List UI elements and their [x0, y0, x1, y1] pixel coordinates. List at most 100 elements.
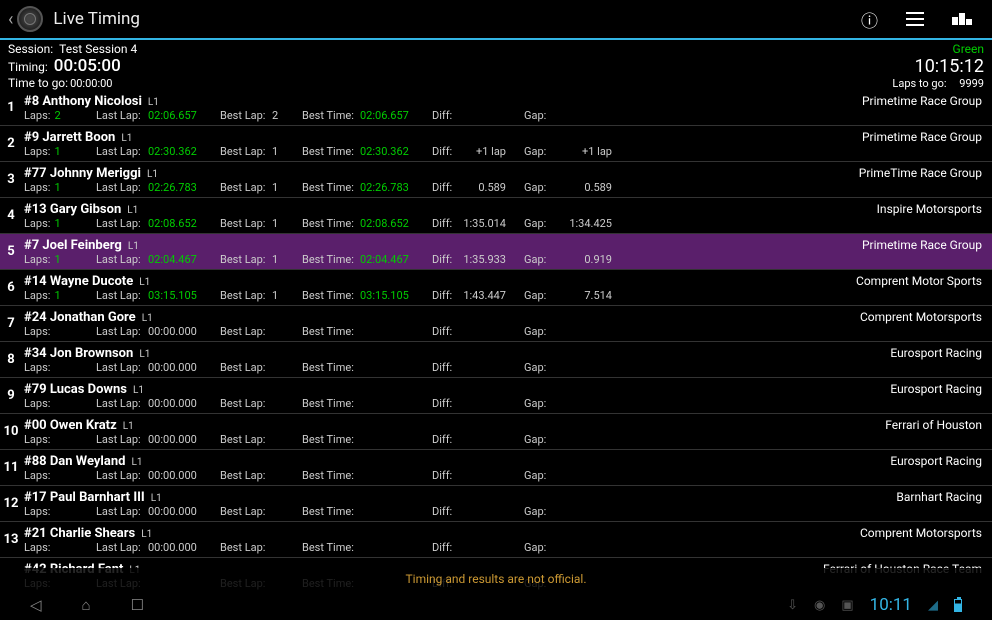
- driver-content: #21 Charlie Shears L1 Comprent Motorspor…: [22, 522, 992, 557]
- driver-row[interactable]: 9 #79 Lucas Downs L1 Eurosport Racing La…: [0, 378, 992, 414]
- bestlap-label: Best Lap:: [220, 505, 272, 518]
- nav-back-icon[interactable]: ◁: [30, 596, 42, 614]
- action-icons: ⓘ: [861, 7, 984, 32]
- bestlap-label: Best Lap:: [220, 289, 272, 302]
- diff-label: Diff:: [432, 325, 462, 338]
- driver-row[interactable]: 4 #13 Gary Gibson L1 Inspire Motorsports…: [0, 198, 992, 234]
- driver-position: 12: [0, 486, 22, 521]
- besttime-label: Best Time:: [302, 541, 360, 554]
- driver-row[interactable]: 11 #88 Dan Weyland L1 Eurosport Racing L…: [0, 450, 992, 486]
- lastlap-label: Last Lap:: [96, 181, 148, 194]
- driver-name: #7 Joel Feinberg: [24, 238, 122, 253]
- driver-row[interactable]: 10 #00 Owen Kratz L1 Ferrari of Houston …: [0, 414, 992, 450]
- back-chevron-icon[interactable]: ‹: [8, 9, 13, 30]
- driver-team: Inspire Motorsports: [877, 202, 992, 216]
- driver-name: #17 Paul Barnhart III: [24, 490, 145, 505]
- driver-position: 3: [0, 162, 22, 197]
- driver-position: 9: [0, 378, 22, 413]
- driver-team: Ferrari of Houston: [885, 418, 992, 432]
- driver-row[interactable]: 1 #8 Anthony Nicolosi L1 Primetime Race …: [0, 90, 992, 126]
- driver-row[interactable]: 5 #7 Joel Feinberg L1 Primetime Race Gro…: [0, 234, 992, 270]
- driver-content: #8 Anthony Nicolosi L1 Primetime Race Gr…: [22, 90, 992, 125]
- driver-content: #79 Lucas Downs L1 Eurosport Racing Laps…: [22, 378, 992, 413]
- nav-home-icon[interactable]: ⌂: [82, 596, 91, 614]
- driver-lap-indicator: L1: [128, 241, 139, 252]
- driver-lap-indicator: L1: [142, 313, 153, 324]
- driver-content: #9 Jarrett Boon L1 Primetime Race Group …: [22, 126, 992, 161]
- driver-position: 10: [0, 414, 22, 449]
- laps-label: Laps:: [24, 433, 50, 446]
- session-name: Test Session 4: [59, 42, 137, 56]
- driver-name: #79 Lucas Downs: [24, 382, 127, 397]
- driver-position: 11: [0, 450, 22, 485]
- timing-value: 00:05:00: [54, 56, 121, 76]
- diff-label: Diff:: [432, 289, 462, 302]
- gap-label: Gap:: [524, 181, 554, 194]
- driver-name: #77 Johnny Meriggi: [24, 166, 141, 181]
- bestlap-value: 1: [272, 253, 302, 266]
- laps-value: 1: [54, 289, 60, 302]
- besttime-label: Best Time:: [302, 361, 360, 374]
- lastlap-label: Last Lap:: [96, 505, 148, 518]
- driver-row[interactable]: 7 #24 Jonathan Gore L1 Comprent Motorspo…: [0, 306, 992, 342]
- driver-row[interactable]: 6 #14 Wayne Ducote L1 Comprent Motor Spo…: [0, 270, 992, 306]
- lastlap-value: 00:00.000: [148, 541, 220, 554]
- diff-value: 1:35.933: [462, 253, 524, 266]
- bestlap-label: Best Lap:: [220, 217, 272, 230]
- besttime-label: Best Time:: [302, 505, 360, 518]
- driver-team: Barnhart Racing: [896, 490, 992, 504]
- driver-row[interactable]: 8 #34 Jon Brownson L1 Eurosport Racing L…: [0, 342, 992, 378]
- info-icon[interactable]: ⓘ: [861, 7, 878, 32]
- gap-value: 1:34.425: [554, 217, 612, 230]
- laps-value: 1: [54, 145, 60, 158]
- bestlap-label: Best Lap:: [220, 361, 272, 374]
- gap-label: Gap:: [524, 469, 554, 482]
- driver-row[interactable]: 3 #77 Johnny Meriggi L1 PrimeTime Race G…: [0, 162, 992, 198]
- lastlap-label: Last Lap:: [96, 397, 148, 410]
- driver-position: 13: [0, 522, 22, 557]
- besttime-value: 02:08.652: [360, 217, 432, 230]
- gap-label: Gap:: [524, 253, 554, 266]
- driver-lap-indicator: L1: [127, 205, 138, 216]
- besttime-label: Best Time:: [302, 181, 360, 194]
- lastlap-value: 00:00.000: [148, 397, 220, 410]
- timetogo-value: 00:00:00: [70, 77, 112, 90]
- lapstogo-value: 9999: [959, 77, 984, 90]
- bestlap-label: Best Lap:: [220, 433, 272, 446]
- app-icon[interactable]: [17, 6, 43, 32]
- bestlap-value: 1: [272, 181, 302, 194]
- driver-list[interactable]: 1 #8 Anthony Nicolosi L1 Primetime Race …: [0, 90, 992, 590]
- menu-icon[interactable]: [906, 12, 924, 26]
- laps-label: Laps:: [24, 505, 50, 518]
- gap-value: +1 lap: [554, 145, 612, 158]
- gap-label: Gap:: [524, 289, 554, 302]
- diff-label: Diff:: [432, 433, 462, 446]
- lastlap-value: 02:06.657: [148, 109, 220, 122]
- driver-row[interactable]: 12 #17 Paul Barnhart III L1 Barnhart Rac…: [0, 486, 992, 522]
- laps-value: 1: [54, 253, 60, 266]
- lastlap-value: 02:30.362: [148, 145, 220, 158]
- gap-label: Gap:: [524, 109, 554, 122]
- bestlap-label: Best Lap:: [220, 541, 272, 554]
- lastlap-label: Last Lap:: [96, 109, 148, 122]
- driver-name: #21 Charlie Shears: [24, 526, 135, 541]
- besttime-label: Best Time:: [302, 253, 360, 266]
- status-app-icon: ▣: [841, 598, 853, 613]
- driver-row[interactable]: 13 #21 Charlie Shears L1 Comprent Motors…: [0, 522, 992, 558]
- driver-row[interactable]: 2 #9 Jarrett Boon L1 Primetime Race Grou…: [0, 126, 992, 162]
- lastlap-value: 00:00.000: [148, 361, 220, 374]
- driver-content: #34 Jon Brownson L1 Eurosport Racing Lap…: [22, 342, 992, 377]
- lapstogo-label: Laps to go:: [892, 77, 946, 90]
- lastlap-label: Last Lap:: [96, 145, 148, 158]
- diff-label: Diff:: [432, 109, 462, 122]
- driver-lap-indicator: L1: [131, 457, 142, 468]
- bestlap-value: 1: [272, 145, 302, 158]
- podium-icon[interactable]: [952, 13, 972, 25]
- driver-lap-indicator: L1: [151, 493, 162, 504]
- besttime-value: 02:06.657: [360, 109, 432, 122]
- driver-lap-indicator: L1: [147, 169, 158, 180]
- driver-lap-indicator: L1: [133, 385, 144, 396]
- nav-recents-icon[interactable]: ☐: [131, 596, 144, 614]
- session-right: Green 10:15:12 Laps to go: 9999: [892, 42, 984, 90]
- driver-lap-indicator: L1: [139, 349, 150, 360]
